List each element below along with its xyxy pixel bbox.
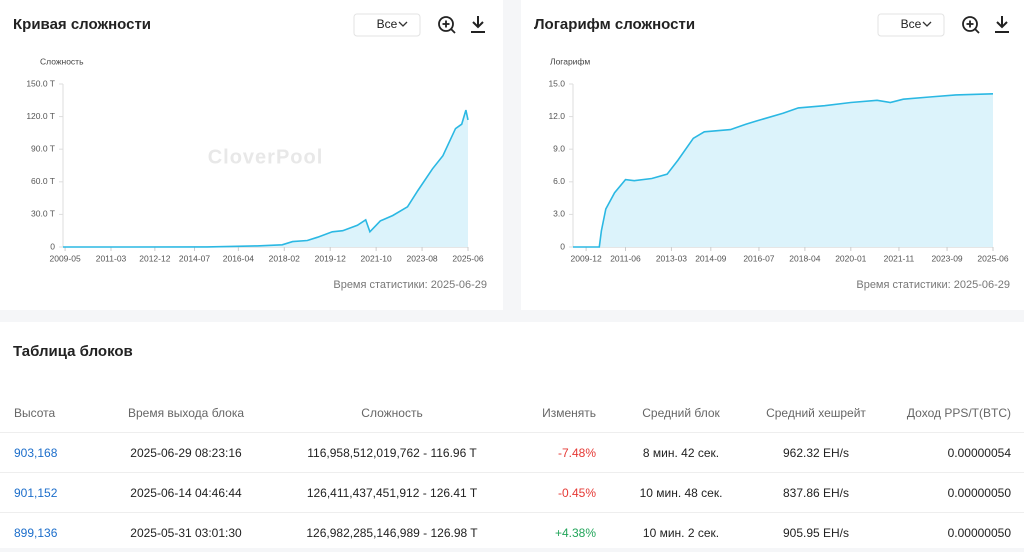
x-tick-label: 2011-06 [610,253,641,263]
chart-card: Логарифм сложностиВсеЛогарифмCloverPoolВ… [521,0,1024,310]
x-tick-label: 2021-11 [884,253,915,263]
column-header: Время выхода блока [100,394,272,433]
column-header: Высота [0,394,100,433]
y-tick-label: 120.0 T [26,111,55,121]
footnote: Время статистики: 2025-06-29 [856,279,1010,291]
table-cell: 962.32 EH/s [766,433,866,473]
zoom-icon[interactable] [439,17,455,33]
table-cell: 126,411,437,451,912 - 126.41 T [272,473,512,513]
table-cell: -7.48% [512,433,596,473]
table-cell: 0.00000050 [866,473,1024,513]
table-cell: 116,958,512,019,762 - 116.96 T [272,433,512,473]
chart-title: Логарифм сложности [534,16,695,33]
column-header: Изменять [512,394,596,433]
y-tick-label: 9.0 [553,143,565,153]
chart-title: Кривая сложности [13,16,151,33]
x-tick-label: 2016-04 [223,253,254,263]
x-tick-label: 2025-06 [977,253,1008,263]
y-tick-label: 0 [50,241,55,251]
y-axis-label: Сложность [40,56,84,66]
table-cell: 126,982,285,146,989 - 126.98 T [272,513,512,552]
chart: Кривая сложности Все Сложность CloverPool Вр… [0,0,503,310]
x-tick-label: 2023-09 [931,253,962,263]
footnote: Время статистики: 2025-06-29 [333,279,487,291]
y-tick-label: 30.0 T [31,209,55,219]
column-header: Средний хешрейт [766,394,866,433]
table-title: Таблица блоков [13,343,133,360]
table-cell: 10 мин. 2 сек. [596,513,766,552]
range-select-label: Все [901,17,922,31]
block-height-link[interactable]: 903,168 [0,433,100,473]
chart-card: Кривая сложности Все Сложность CloverPool Вр… [0,0,503,310]
x-tick-label: 2016-07 [743,253,774,263]
column-header: Доход PPS/T(BTC) [866,394,1024,433]
x-tick-label: 2018-04 [789,253,820,263]
table-cell: +4.38% [512,513,596,552]
watermark: CloverPool [208,146,324,168]
block-height-link[interactable]: 899,136 [0,513,100,552]
y-tick-label: 6.0 [553,176,565,186]
y-tick-label: 12.0 [548,111,565,121]
x-tick-label: 2012-12 [139,253,170,263]
column-header: Средний блок [596,394,766,433]
download-icon[interactable] [471,16,485,32]
area-fill [573,94,993,247]
y-tick-label: 60.0 T [31,176,55,186]
table-cell: 2025-05-31 03:01:30 [100,513,272,552]
x-tick-label: 2023-08 [406,253,437,263]
y-tick-label: 0 [560,241,565,251]
table-cell: 0.00000050 [866,513,1024,552]
x-tick-label: 2018-02 [269,253,300,263]
download-icon[interactable] [995,16,1009,32]
column-header: Сложность [272,394,512,433]
x-tick-label: 2009-05 [49,253,80,263]
x-tick-label: 2021-10 [361,253,392,263]
table-cell: 837.86 EH/s [766,473,866,513]
x-tick-label: 2013-03 [656,253,687,263]
zoom-icon[interactable] [963,17,979,33]
table-cell: 10 мин. 48 сек. [596,473,766,513]
area-fill [63,110,468,247]
x-tick-label: 2025-06 [452,253,483,263]
y-tick-label: 3.0 [553,209,565,219]
x-tick-label: 2020-01 [835,253,866,263]
x-tick-label: 2014-07 [179,253,210,263]
chart: Логарифм сложностиВсеЛогарифмCloverPoolВ… [521,0,1024,310]
table-cell: 2025-06-29 08:23:16 [100,433,272,473]
range-select-label: Все [377,17,398,31]
table-cell: 905.95 EH/s [766,513,866,552]
block-height-link[interactable]: 901,152 [0,473,100,513]
x-tick-label: 2014-09 [695,253,726,263]
x-tick-label: 2019-12 [315,253,346,263]
table-cell: -0.45% [512,473,596,513]
y-tick-label: 90.0 T [31,143,55,153]
y-tick-label: 15.0 [548,78,565,88]
table-cell: 8 мин. 42 сек. [596,433,766,473]
table-cell: 2025-06-14 04:46:44 [100,473,272,513]
x-tick-label: 2011-03 [96,253,127,263]
y-tick-label: 150.0 T [26,78,55,88]
table-cell: 0.00000054 [866,433,1024,473]
y-axis-label: Логарифм [550,56,590,66]
x-tick-label: 2009-12 [571,253,602,263]
